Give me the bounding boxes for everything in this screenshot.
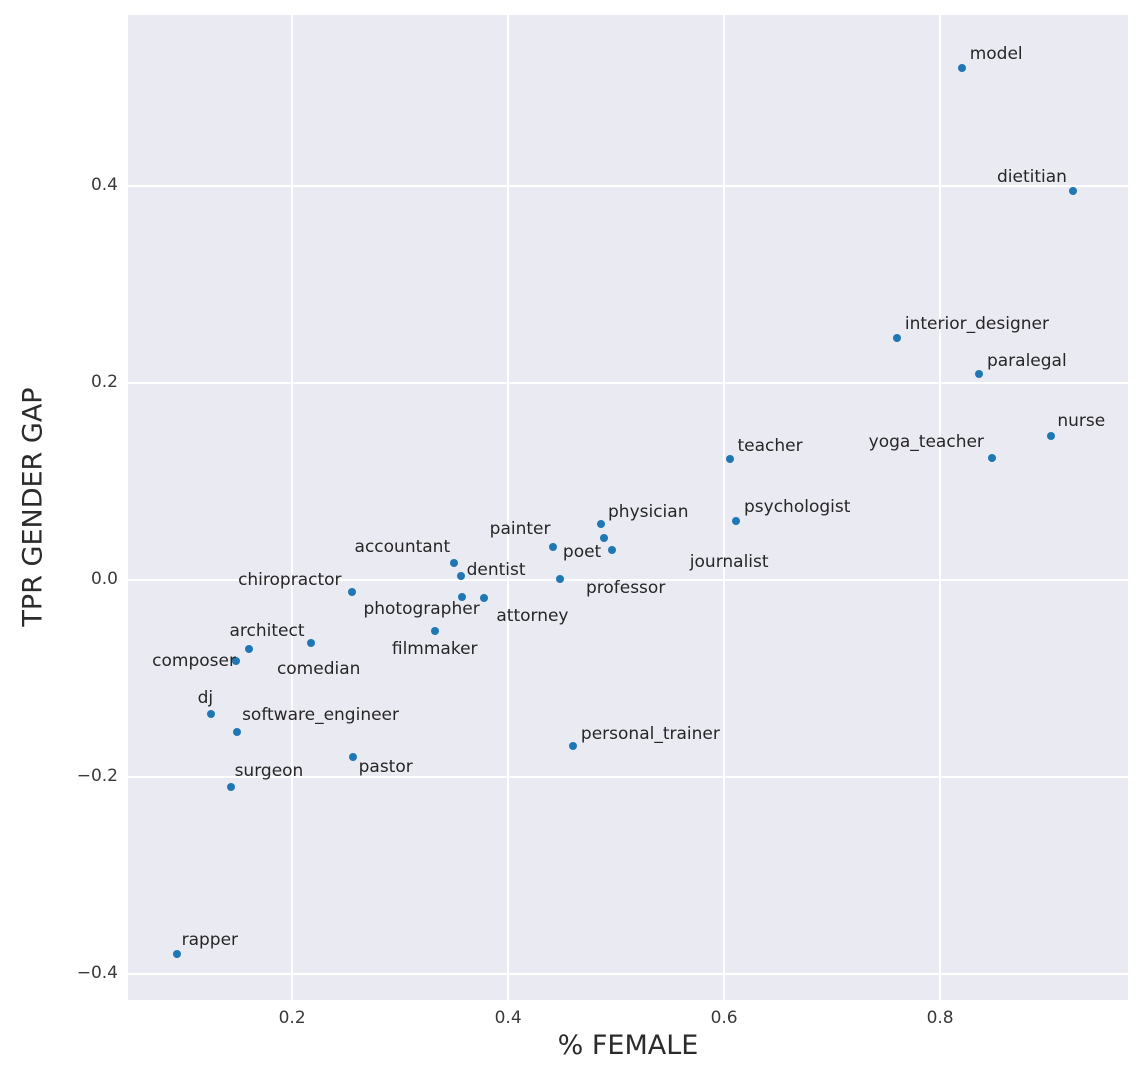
data-point-dot	[731, 517, 740, 526]
data-point-dot	[231, 657, 240, 666]
point-label: model	[969, 44, 1023, 65]
data-point-dot	[348, 752, 357, 761]
point-label: filmmaker	[391, 638, 478, 659]
plot-area: model dietitian interior_designer paralegal…	[128, 15, 1128, 1000]
y-tick-label: 0.0	[90, 569, 118, 590]
data-point-dot	[430, 626, 439, 635]
data-point-dot	[568, 741, 577, 750]
data-point-dot	[725, 455, 734, 464]
x-gridline	[507, 15, 510, 1000]
point-label: interior_designer	[904, 314, 1049, 335]
data-point-dot	[892, 334, 901, 343]
data-point-dot	[244, 645, 253, 654]
point-label: teacher	[737, 436, 803, 457]
point-label: paralegal	[986, 350, 1067, 371]
y-gridline	[128, 185, 1128, 188]
data-point-dot	[1047, 431, 1056, 440]
point-label: attorney	[496, 606, 569, 627]
point-label: professor	[585, 578, 666, 599]
point-label: surgeon	[234, 761, 304, 782]
y-tick-label: 0.2	[90, 372, 118, 393]
point-label: poet	[562, 542, 602, 563]
data-point-dot	[457, 593, 466, 602]
point-label: physician	[608, 502, 689, 523]
point-label: rapper	[181, 929, 239, 950]
point-label: composer	[152, 651, 236, 672]
y-tick-label: −0.4	[76, 963, 118, 984]
data-point-dot	[1068, 187, 1077, 196]
y-gridline	[128, 776, 1128, 779]
point-label: pastor	[358, 756, 413, 777]
point-label: yoga_teacher	[868, 432, 984, 453]
data-point-dot	[549, 542, 558, 551]
point-label: psychologist	[743, 497, 851, 518]
x-tick-label: 0.6	[710, 1008, 738, 1028]
data-point-dot	[207, 710, 216, 719]
point-label: comedian	[276, 659, 361, 680]
data-point-dot	[306, 639, 315, 648]
data-point-dot	[347, 588, 356, 597]
x-tick-label: 0.8	[926, 1008, 954, 1028]
data-point-dot	[226, 783, 235, 792]
point-label: chiropractor	[238, 570, 342, 591]
point-label: software_engineer	[242, 705, 399, 726]
data-point-dot	[555, 575, 564, 584]
y-tick-label: −0.2	[76, 766, 118, 787]
point-label: accountant	[354, 536, 451, 557]
data-point-dot	[233, 728, 242, 737]
y-gridline	[128, 973, 1128, 976]
x-tick-label: 0.2	[278, 1008, 306, 1028]
point-label: personal_trainer	[580, 723, 720, 744]
data-point-dot	[607, 545, 616, 554]
data-point-dot	[957, 64, 966, 73]
point-label: dietitian	[996, 167, 1067, 188]
data-point-dot	[600, 534, 609, 543]
point-label: journalist	[689, 551, 769, 572]
data-point-dot	[480, 594, 489, 603]
point-label: painter	[489, 518, 551, 539]
x-gridline	[291, 15, 294, 1000]
point-label: dentist	[466, 560, 526, 581]
point-label: dj	[197, 688, 214, 709]
y-axis-label: TPR GENDER GAP	[17, 387, 49, 627]
x-axis-label: % FEMALE	[557, 1030, 699, 1061]
data-point-dot	[597, 520, 605, 529]
x-gridline	[723, 15, 726, 1000]
x-gridline	[939, 15, 942, 1000]
point-label: architect	[229, 621, 305, 642]
y-tick-label: 0.4	[90, 175, 118, 196]
data-point-dot	[172, 949, 181, 958]
data-point-dot	[450, 558, 459, 567]
x-tick-label: 0.4	[494, 1008, 522, 1028]
point-label: photographer	[363, 599, 480, 620]
point-label: nurse	[1057, 410, 1106, 431]
y-gridline	[128, 382, 1128, 385]
data-point-dot	[974, 369, 983, 378]
y-gridline	[128, 579, 1128, 582]
data-point-dot	[987, 454, 996, 463]
data-point-dot	[456, 572, 465, 581]
